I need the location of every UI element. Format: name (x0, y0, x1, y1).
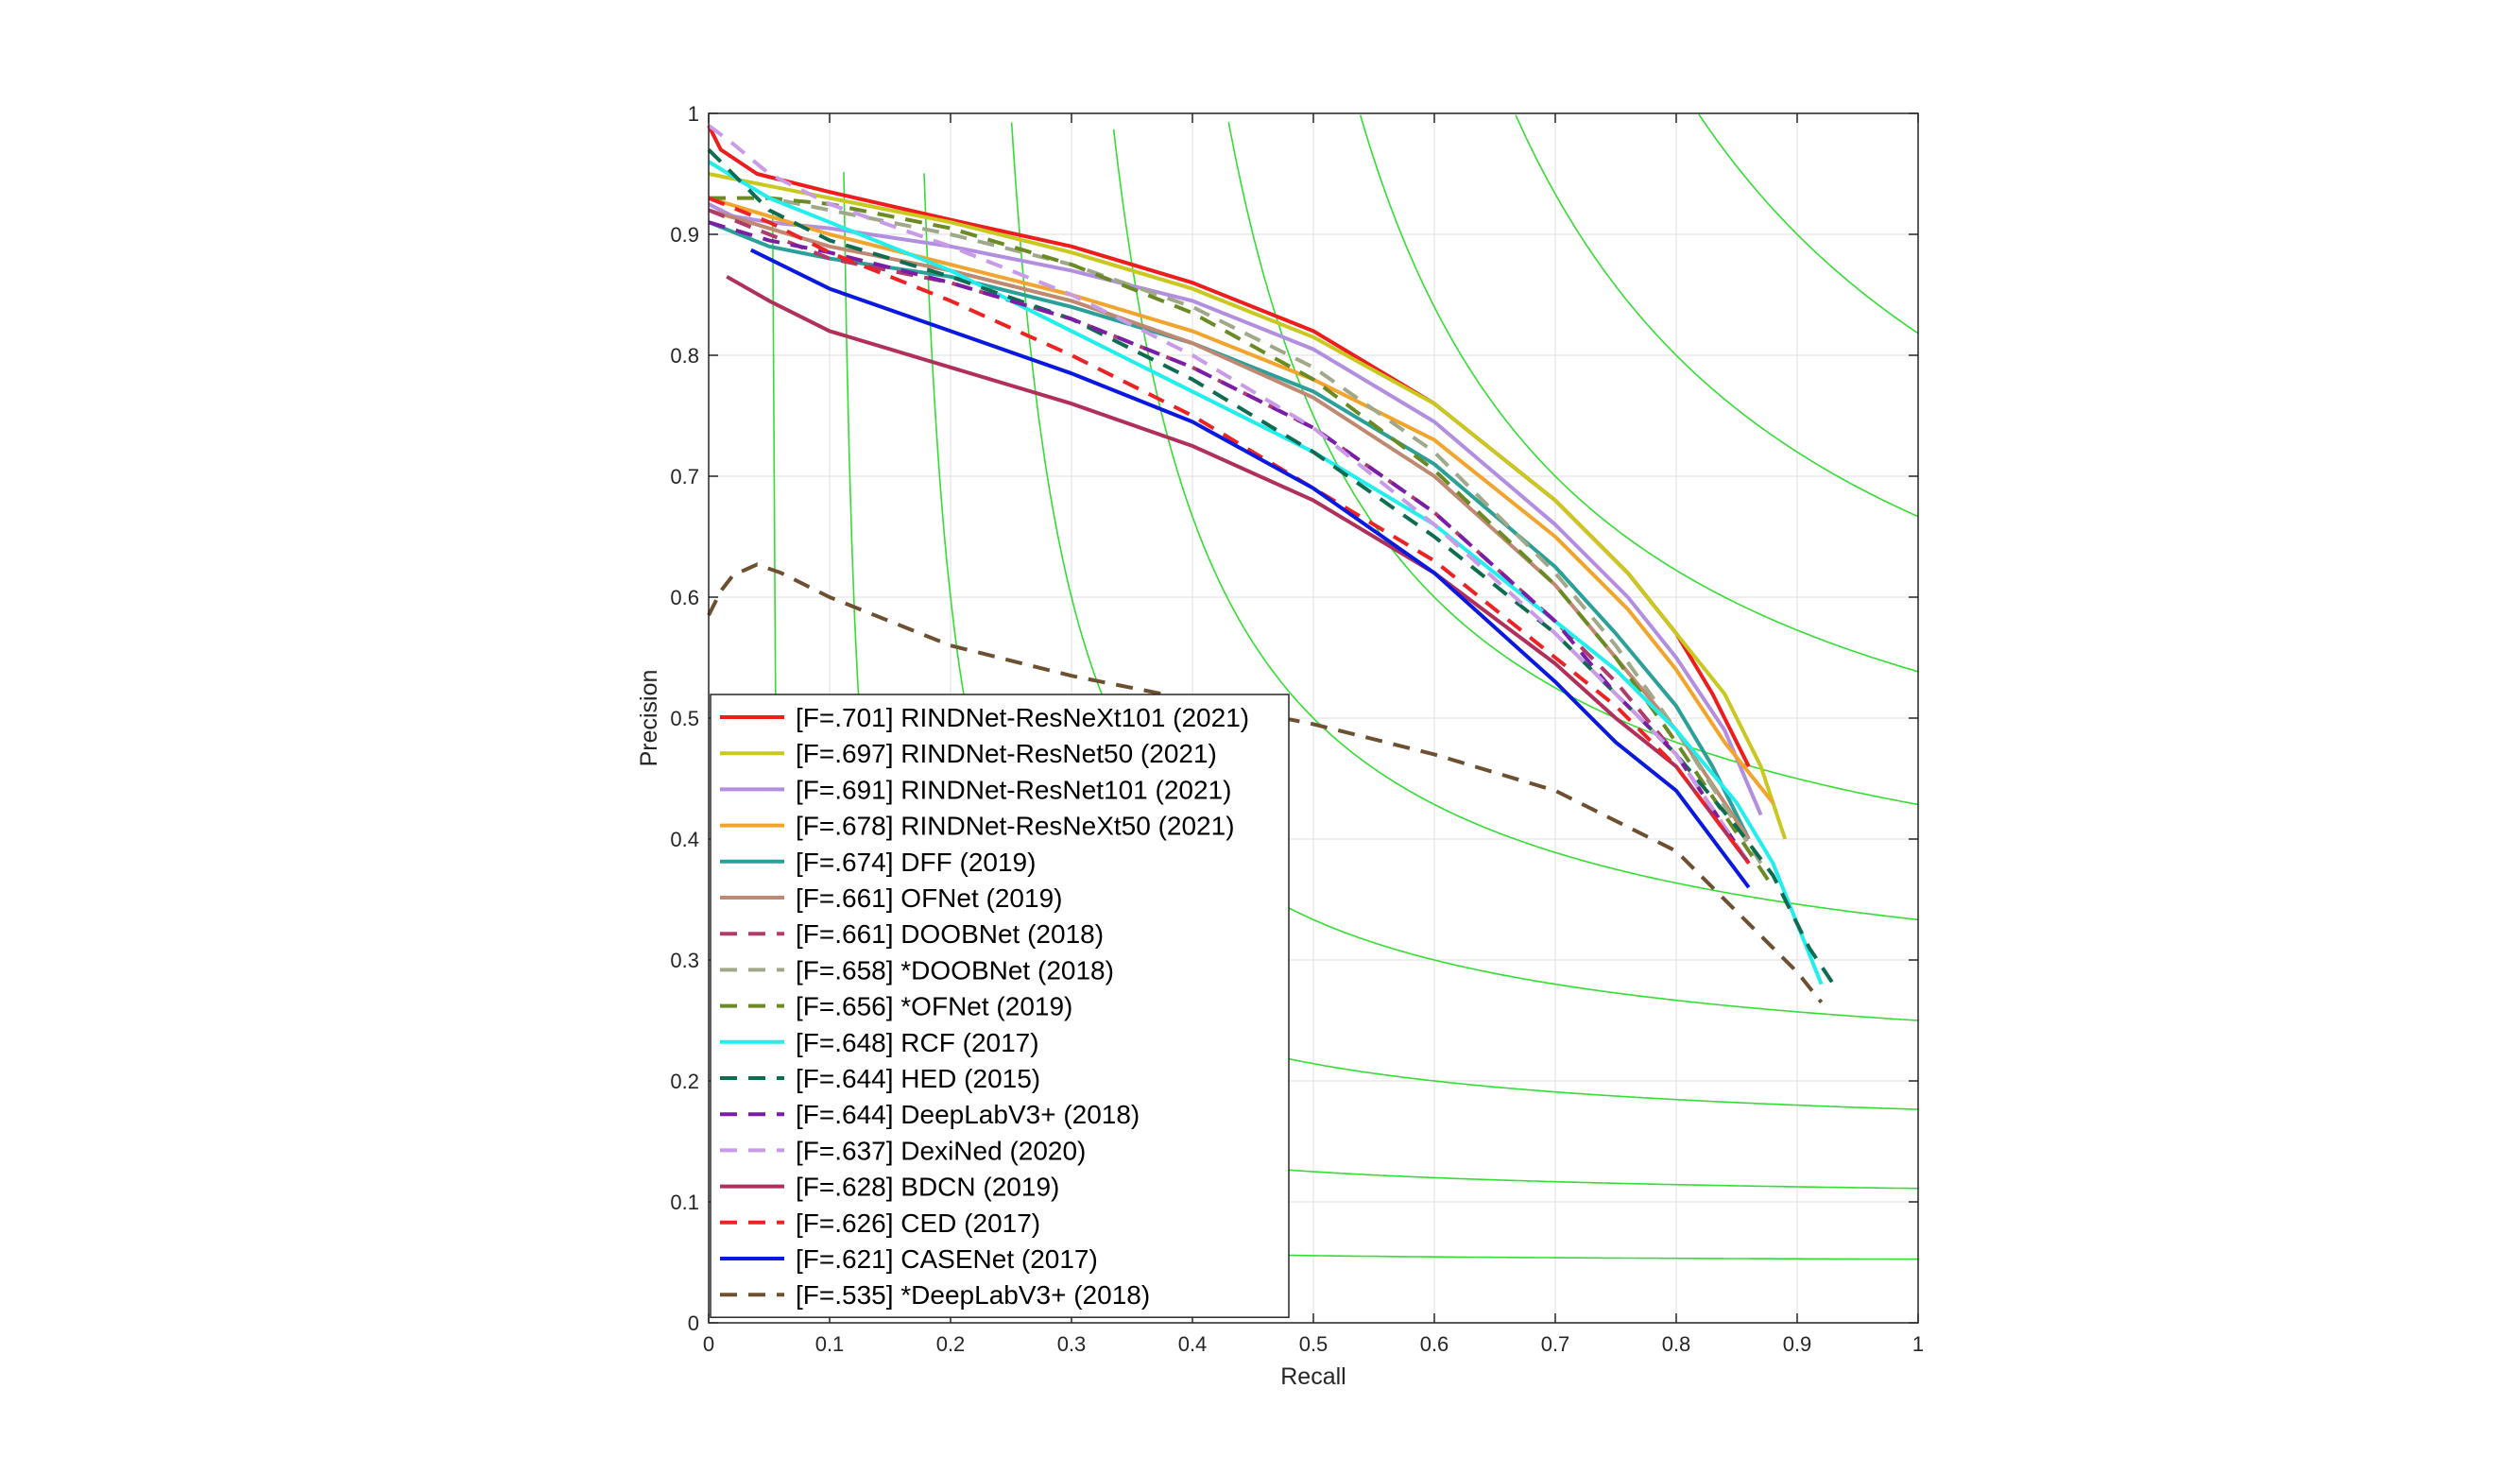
series-line-17 (707, 562, 1824, 1004)
y-tick-label: 0.1 (670, 1191, 699, 1214)
y-axis-label: Precision (636, 670, 662, 767)
series-line-15 (708, 196, 1751, 865)
x-tick-label: 0.2 (936, 1332, 966, 1356)
legend-entry: [F=.691] RINDNet-ResNet101 (2021) (796, 775, 1231, 804)
x-tick-label: 1 (1912, 1332, 1924, 1356)
y-tick-label: 0.4 (670, 828, 699, 851)
x-tick-label: 0.1 (815, 1332, 845, 1356)
x-tick-label: 0.9 (1783, 1332, 1812, 1356)
legend-entry: [F=.678] RINDNet-ResNeXt50 (2021) (796, 812, 1235, 841)
iso-f-curve (1359, 114, 1919, 673)
legend-entry: [F=.644] HED (2015) (796, 1064, 1040, 1093)
series-line-2 (708, 172, 1788, 840)
x-axis-label: Recall (1280, 1363, 1346, 1390)
x-tick-label: 0 (703, 1332, 714, 1356)
x-tick-label: 0.3 (1057, 1332, 1087, 1356)
legend-entry: [F=.644] DeepLabV3+ (2018) (796, 1100, 1140, 1129)
y-tick-label: 0.6 (670, 586, 699, 609)
legend-entry: [F=.535] *DeepLabV3+ (2018) (796, 1280, 1150, 1310)
axis-ticks: 00 0.1 0.1 0.2 0.2 0.3 0.3 0.4 0.4 0.5 0.5 0.6 0.6 0.… (670, 102, 1924, 1356)
iso-f-curve (1112, 129, 1919, 921)
legend-box (710, 694, 1290, 1318)
x-tick-label: 0.6 (1420, 1332, 1449, 1356)
x-tick-label: 0.8 (1662, 1332, 1691, 1356)
legend: [F=.701] RINDNet-ResNeXt101 (2021) [F=.69… (710, 694, 1290, 1318)
legend-entry: [F=.656] *OFNet (2019) (796, 992, 1072, 1021)
series-line-8 (707, 160, 1763, 865)
y-tick-label: 0.5 (670, 707, 699, 730)
legend-entry: [F=.637] DexiNed (2020) (796, 1136, 1086, 1165)
legend-entry: [F=.697] RINDNet-ResNet50 (2021) (796, 739, 1217, 768)
series-line-9 (709, 196, 1775, 889)
y-tick-label: 0.9 (670, 223, 699, 247)
series-layer (707, 124, 1836, 1004)
iso-f-curve (1515, 114, 1919, 518)
x-tick-label: 0.7 (1541, 1332, 1570, 1356)
legend-entry: [F=.701] RINDNet-ResNeXt101 (2021) (796, 703, 1249, 732)
y-tick-label: 0 (688, 1311, 699, 1335)
series-line-3 (708, 202, 1763, 816)
y-tick-label: 0.7 (670, 465, 699, 488)
series-line-13 (707, 124, 1751, 865)
series-line-11 (707, 147, 1836, 986)
y-tick-label: 1 (688, 102, 699, 126)
legend-entry: [F=.674] DFF (2019) (796, 848, 1036, 877)
x-tick-label: 0.5 (1299, 1332, 1329, 1356)
legend-entry: [F=.626] CED (2017) (796, 1208, 1040, 1238)
series-line-16 (749, 248, 1751, 889)
y-tick-label: 0.3 (670, 949, 699, 972)
legend-entry: [F=.661] OFNet (2019) (796, 883, 1062, 913)
legend-entry: [F=.658] *DOOBNet (2018) (796, 955, 1114, 985)
series-line-14 (726, 275, 1751, 865)
series-line-12 (708, 220, 1751, 865)
y-tick-label: 0.8 (670, 344, 699, 368)
y-tick-label: 0.2 (670, 1070, 699, 1093)
iso-f-curve (1698, 113, 1919, 334)
series-line-6 (708, 208, 1751, 841)
legend-entry: [F=.621] CASENet (2017) (796, 1244, 1098, 1274)
legend-entry: [F=.648] RCF (2017) (796, 1028, 1039, 1057)
legend-entry: [F=.628] BDCN (2019) (796, 1173, 1059, 1202)
legend-entry: [F=.661] DOOBNet (2018) (796, 919, 1104, 949)
x-tick-label: 0.4 (1178, 1332, 1208, 1356)
